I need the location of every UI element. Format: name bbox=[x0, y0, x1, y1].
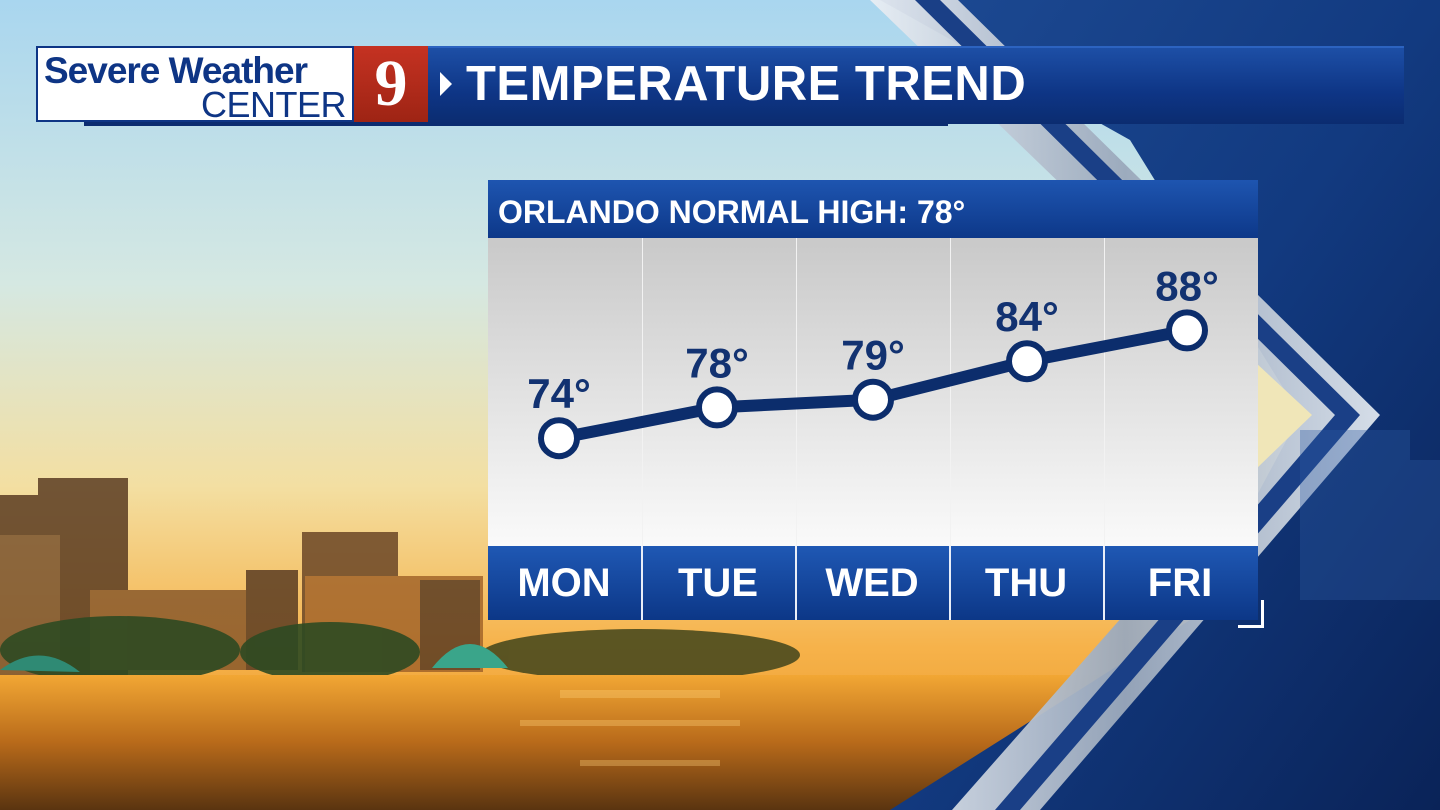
corner-bracket bbox=[1238, 600, 1264, 628]
station-logo: Severe Weather CENTER bbox=[36, 46, 354, 125]
day-label-tue: TUE bbox=[678, 561, 758, 605]
title-banner bbox=[426, 46, 1404, 124]
logo-text-severe-weather: Severe Weather bbox=[44, 50, 308, 91]
column-divider bbox=[1104, 238, 1105, 546]
day-label-thu: THU bbox=[984, 561, 1068, 605]
data-label-fri: 88° bbox=[1155, 262, 1219, 309]
data-point-mon bbox=[538, 417, 580, 460]
day-divider bbox=[949, 546, 951, 620]
plot-area: 74° 78° 79° 84° 88° bbox=[488, 238, 1258, 546]
data-point-tue bbox=[696, 386, 738, 429]
header-bar: Severe Weather CENTER 9 TEMPERATURE TREN… bbox=[36, 46, 1404, 126]
bandshell bbox=[432, 644, 508, 668]
data-label-thu: 84° bbox=[995, 293, 1059, 340]
data-label-mon: 74° bbox=[527, 370, 591, 417]
day-divider bbox=[795, 546, 797, 620]
data-label-tue: 78° bbox=[685, 339, 749, 386]
data-label-wed: 79° bbox=[841, 332, 905, 379]
day-divider bbox=[641, 546, 643, 620]
chevron-right-icon bbox=[440, 72, 452, 96]
page-title: TEMPERATURE TREND bbox=[466, 57, 1027, 111]
temperature-line-chart: 74° 78° 79° 84° 88° bbox=[527, 262, 1219, 460]
header-underline bbox=[84, 122, 948, 126]
tree-line bbox=[0, 616, 800, 684]
day-label-fri: FRI bbox=[1147, 561, 1213, 605]
temperature-chart-panel: ORLANDO NORMAL HIGH: 78° 74° 78° 79° 84° 88°… bbox=[488, 180, 1258, 620]
data-point-wed bbox=[852, 378, 894, 421]
day-axis: MON TUE WED THU FRI bbox=[488, 546, 1258, 620]
chart-title-bar: ORLANDO NORMAL HIGH: 78° bbox=[488, 180, 1258, 238]
column-divider bbox=[950, 238, 951, 546]
chart-title: ORLANDO NORMAL HIGH: 78° bbox=[498, 194, 966, 230]
silver-chevron bbox=[870, 0, 1380, 810]
logo-text-center: CENTER bbox=[200, 84, 347, 125]
data-point-thu bbox=[1006, 340, 1048, 383]
column-divider bbox=[642, 238, 643, 546]
column-divider bbox=[796, 238, 797, 546]
day-label-mon: MON bbox=[517, 561, 611, 605]
chevron-tip bbox=[1255, 362, 1312, 470]
data-point-fri bbox=[1166, 309, 1208, 352]
channel-9-logo: 9 bbox=[354, 46, 428, 122]
day-divider bbox=[1103, 546, 1105, 620]
blue-chevron-backdrop bbox=[880, 0, 1440, 810]
day-label-wed: WED bbox=[825, 561, 919, 605]
